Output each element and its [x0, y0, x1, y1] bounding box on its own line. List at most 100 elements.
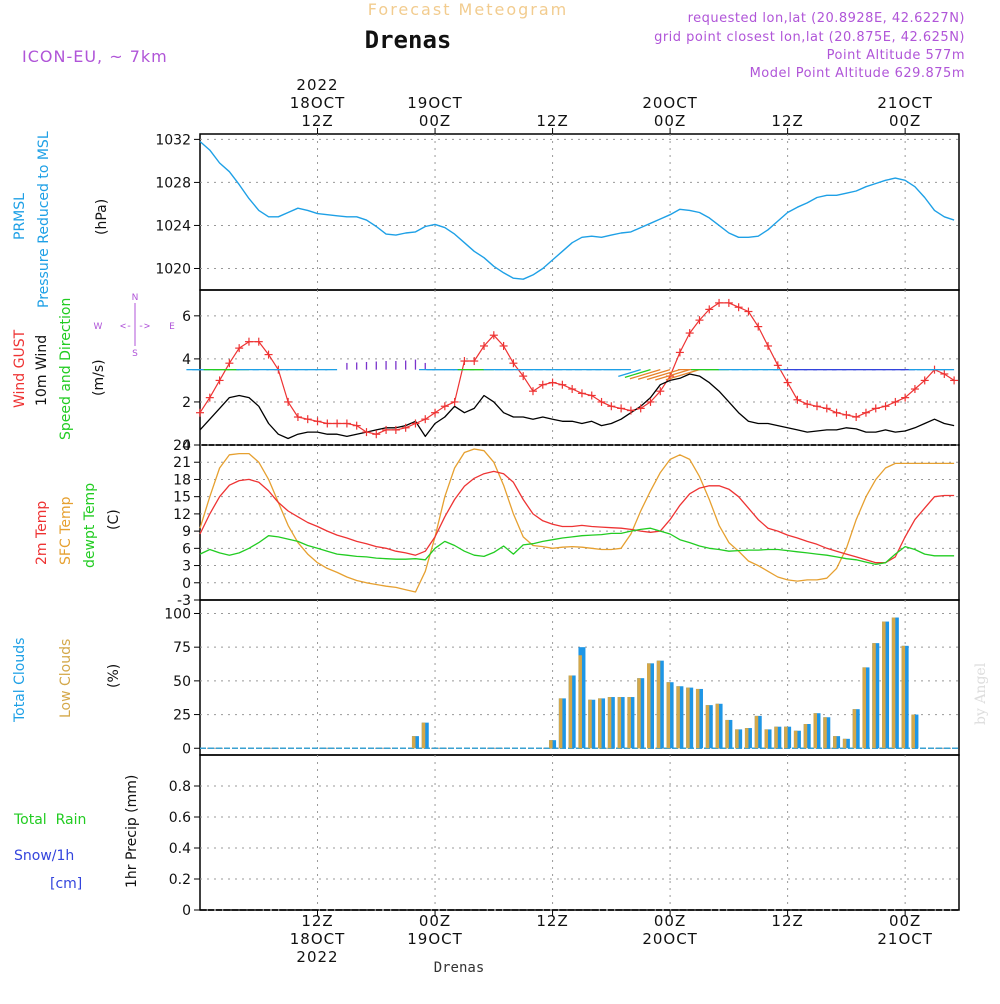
- time-axis-label: 00Z: [654, 912, 686, 930]
- grid-point-coords: grid point closest lon,lat (20.875E, 42.…: [654, 30, 965, 45]
- product-title: Forecast Meteogram: [368, 0, 568, 19]
- low-cloud-bar: [784, 726, 788, 749]
- compass-n: N: [132, 293, 139, 303]
- wind-gust-label: Wind GUST: [12, 329, 28, 408]
- pressure-ytick-label: 1032: [155, 132, 191, 148]
- temp-unit: (C): [106, 509, 122, 530]
- dewpt-line: [199, 527, 955, 566]
- time-axis-label: 00Z: [889, 112, 921, 130]
- location-title: Drenas: [365, 26, 452, 54]
- time-axis-label: 00Z: [419, 912, 451, 930]
- low-cloud-bar: [421, 722, 426, 749]
- low-cloud-bar: [549, 740, 553, 749]
- time-axis-label: 20OCT: [642, 94, 698, 112]
- clouds-panel: 0 25 50 75 100: [164, 599, 960, 757]
- wind-ytick-label: 0: [182, 438, 191, 454]
- low-cloud-bar: [842, 738, 847, 749]
- precip-ytick-label: 0.2: [169, 872, 191, 888]
- temp-ytick-label: 6: [182, 541, 191, 557]
- precip-panel: 0 0.2 0.4 0.6 0.8: [169, 754, 960, 919]
- time-axis-label: 21OCT: [877, 94, 933, 112]
- time-axis-label: 12Z: [301, 912, 333, 930]
- temp-2m-label: 2m Temp: [34, 501, 50, 565]
- time-axis-label: 12Z: [301, 112, 333, 130]
- pressure-ytick-label: 1020: [155, 261, 191, 277]
- time-axis-label: 2022: [296, 76, 338, 94]
- time-axis-label: 2022: [296, 948, 338, 966]
- clouds-unit: (%): [106, 664, 122, 688]
- clouds-ytick-label: 0: [182, 741, 191, 757]
- precip-ytick-label: 0: [182, 903, 191, 919]
- wind-ytick-label: 6: [182, 309, 191, 325]
- pressure-line: [199, 140, 955, 280]
- wind-panel: 0 2 4 6: [182, 289, 960, 454]
- low-clouds-label: Low Clouds: [58, 639, 74, 718]
- low-cloud-bar: [656, 660, 661, 749]
- time-axis-label: 00Z: [654, 112, 686, 130]
- low-cloud-bar: [872, 643, 876, 749]
- wind-arrow: [655, 369, 690, 381]
- temp-sfc-label: SFC Temp: [58, 496, 74, 565]
- model-point-altitude: Model Point Altitude 629.875m: [750, 66, 965, 81]
- time-axis-label: 20OCT: [642, 930, 698, 948]
- low-cloud-bar: [676, 686, 680, 749]
- wind-arrow: [624, 369, 651, 378]
- temp-ytick-label: -3: [177, 593, 191, 609]
- requested-coords: requested lon,lat (20.8928E, 42.6227N): [688, 11, 965, 26]
- prmsl-label: PRMSL: [12, 193, 28, 240]
- clouds-ytick-label: 25: [173, 708, 191, 724]
- precip-ytick-label: 0.8: [169, 779, 191, 795]
- low-cloud-bar: [411, 736, 416, 749]
- low-cloud-bar: [882, 621, 886, 749]
- temp-ytick-label: 15: [173, 490, 191, 506]
- snow-unit-label: [cm]: [50, 876, 82, 892]
- low-cloud-bar: [598, 698, 602, 749]
- low-cloud-bar: [891, 617, 896, 749]
- wind-arrow: [618, 369, 641, 377]
- wind-arrow: [646, 369, 681, 381]
- clouds-ytick-label: 75: [173, 640, 191, 656]
- precip-ytick-label: 0.4: [169, 841, 191, 857]
- low-cloud-bar: [862, 667, 866, 749]
- gust-line: [199, 302, 955, 435]
- wind-speed-line: [199, 373, 955, 440]
- pressure-unit: (hPa): [94, 199, 110, 235]
- time-axis-label: 00Z: [889, 912, 921, 930]
- pressure-ytick-label: 1028: [155, 175, 191, 191]
- clouds-ytick-label: 100: [164, 606, 191, 622]
- time-axis-label: 12Z: [771, 112, 803, 130]
- temp-ytick-label: 9: [182, 524, 191, 540]
- low-cloud-bar: [705, 705, 710, 749]
- temp-ytick-label: 21: [173, 455, 191, 471]
- total-clouds-label: Total Clouds: [12, 638, 28, 723]
- time-axis-label: 18OCT: [290, 94, 346, 112]
- time-axis-label: 12Z: [536, 112, 568, 130]
- precip-ytick-label: 0.6: [169, 810, 191, 826]
- footer-location: Drenas: [434, 960, 485, 976]
- low-cloud-bar: [627, 697, 631, 749]
- pressure-ytick-label: 1024: [155, 218, 191, 234]
- time-axis-label: 21OCT: [877, 930, 933, 948]
- time-axis-label: 12Z: [771, 912, 803, 930]
- low-cloud-bar: [695, 688, 700, 749]
- low-cloud-bar: [774, 726, 778, 749]
- low-cloud-bar: [754, 715, 759, 749]
- temp-ytick-label: 3: [182, 559, 191, 575]
- low-cloud-bar: [637, 678, 641, 749]
- wind-unit: (m/s): [91, 359, 107, 396]
- low-cloud-bar: [568, 675, 573, 749]
- sfc-temp-line: [199, 448, 955, 593]
- wind-ytick-label: 2: [182, 395, 191, 411]
- total-rain-label: Total Rain: [13, 812, 86, 828]
- time-axis-label: 12Z: [536, 912, 568, 930]
- model-label: ICON-EU, ~ 7km: [22, 47, 168, 66]
- low-cloud-bar: [764, 729, 769, 749]
- low-cloud-bar: [911, 714, 915, 749]
- precip-frame: [199, 754, 960, 911]
- wind-arrow: [629, 369, 661, 380]
- time-axis-label: 00Z: [419, 112, 451, 130]
- low-cloud-bar: [823, 717, 827, 749]
- low-cloud-bar: [686, 687, 690, 749]
